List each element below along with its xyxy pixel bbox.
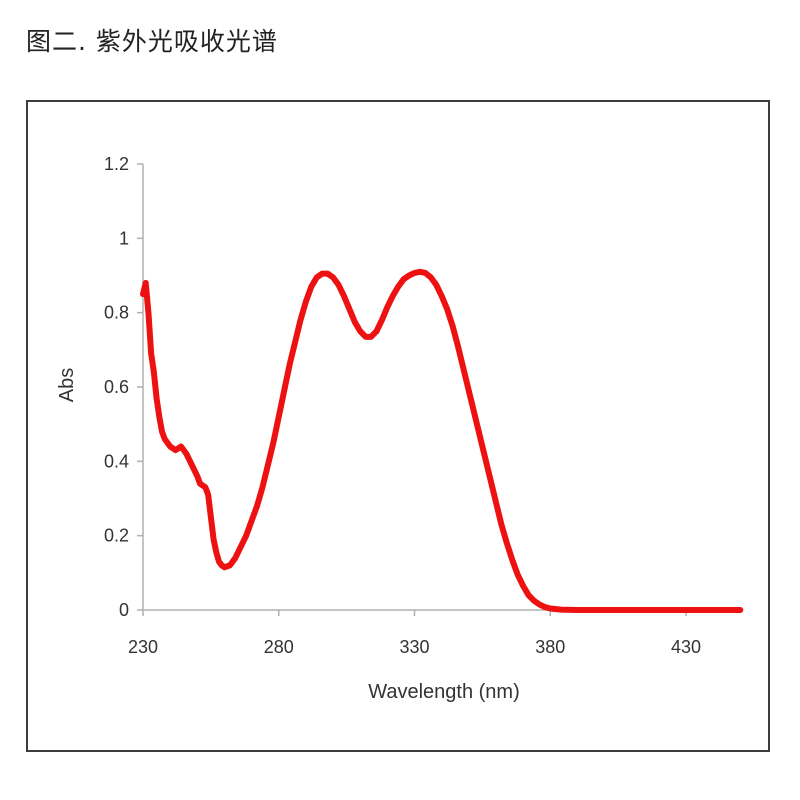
x-tick-label: 380	[535, 637, 565, 657]
y-tick-label: 0.2	[104, 526, 129, 546]
x-tick-label: 430	[671, 637, 701, 657]
series-layer	[140, 268, 744, 613]
x-tick-label: 280	[264, 637, 294, 657]
y-axis-label: Abs	[56, 368, 78, 402]
y-tick-label: 0	[119, 600, 129, 620]
y-tick-label: 0.4	[104, 451, 129, 471]
axes	[137, 163, 740, 616]
y-tick-label: 1.2	[104, 154, 129, 174]
y-tick-label: 0.6	[104, 377, 129, 397]
tick-labels: 0 0.2 0.4 0.6 0.8 1 1.2 230 280 330 380 430	[104, 154, 701, 657]
chart-frame	[26, 100, 770, 752]
x-tick-label: 330	[399, 637, 429, 657]
y-tick-label: 1	[119, 228, 129, 248]
series-line-absorbance	[140, 268, 744, 613]
y-tick-label: 0.8	[104, 303, 129, 323]
x-axis-label: Wavelength (nm)	[368, 681, 520, 703]
x-tick-label: 230	[128, 637, 158, 657]
figure-caption: 图二. 紫外光吸收光谱	[26, 27, 278, 56]
